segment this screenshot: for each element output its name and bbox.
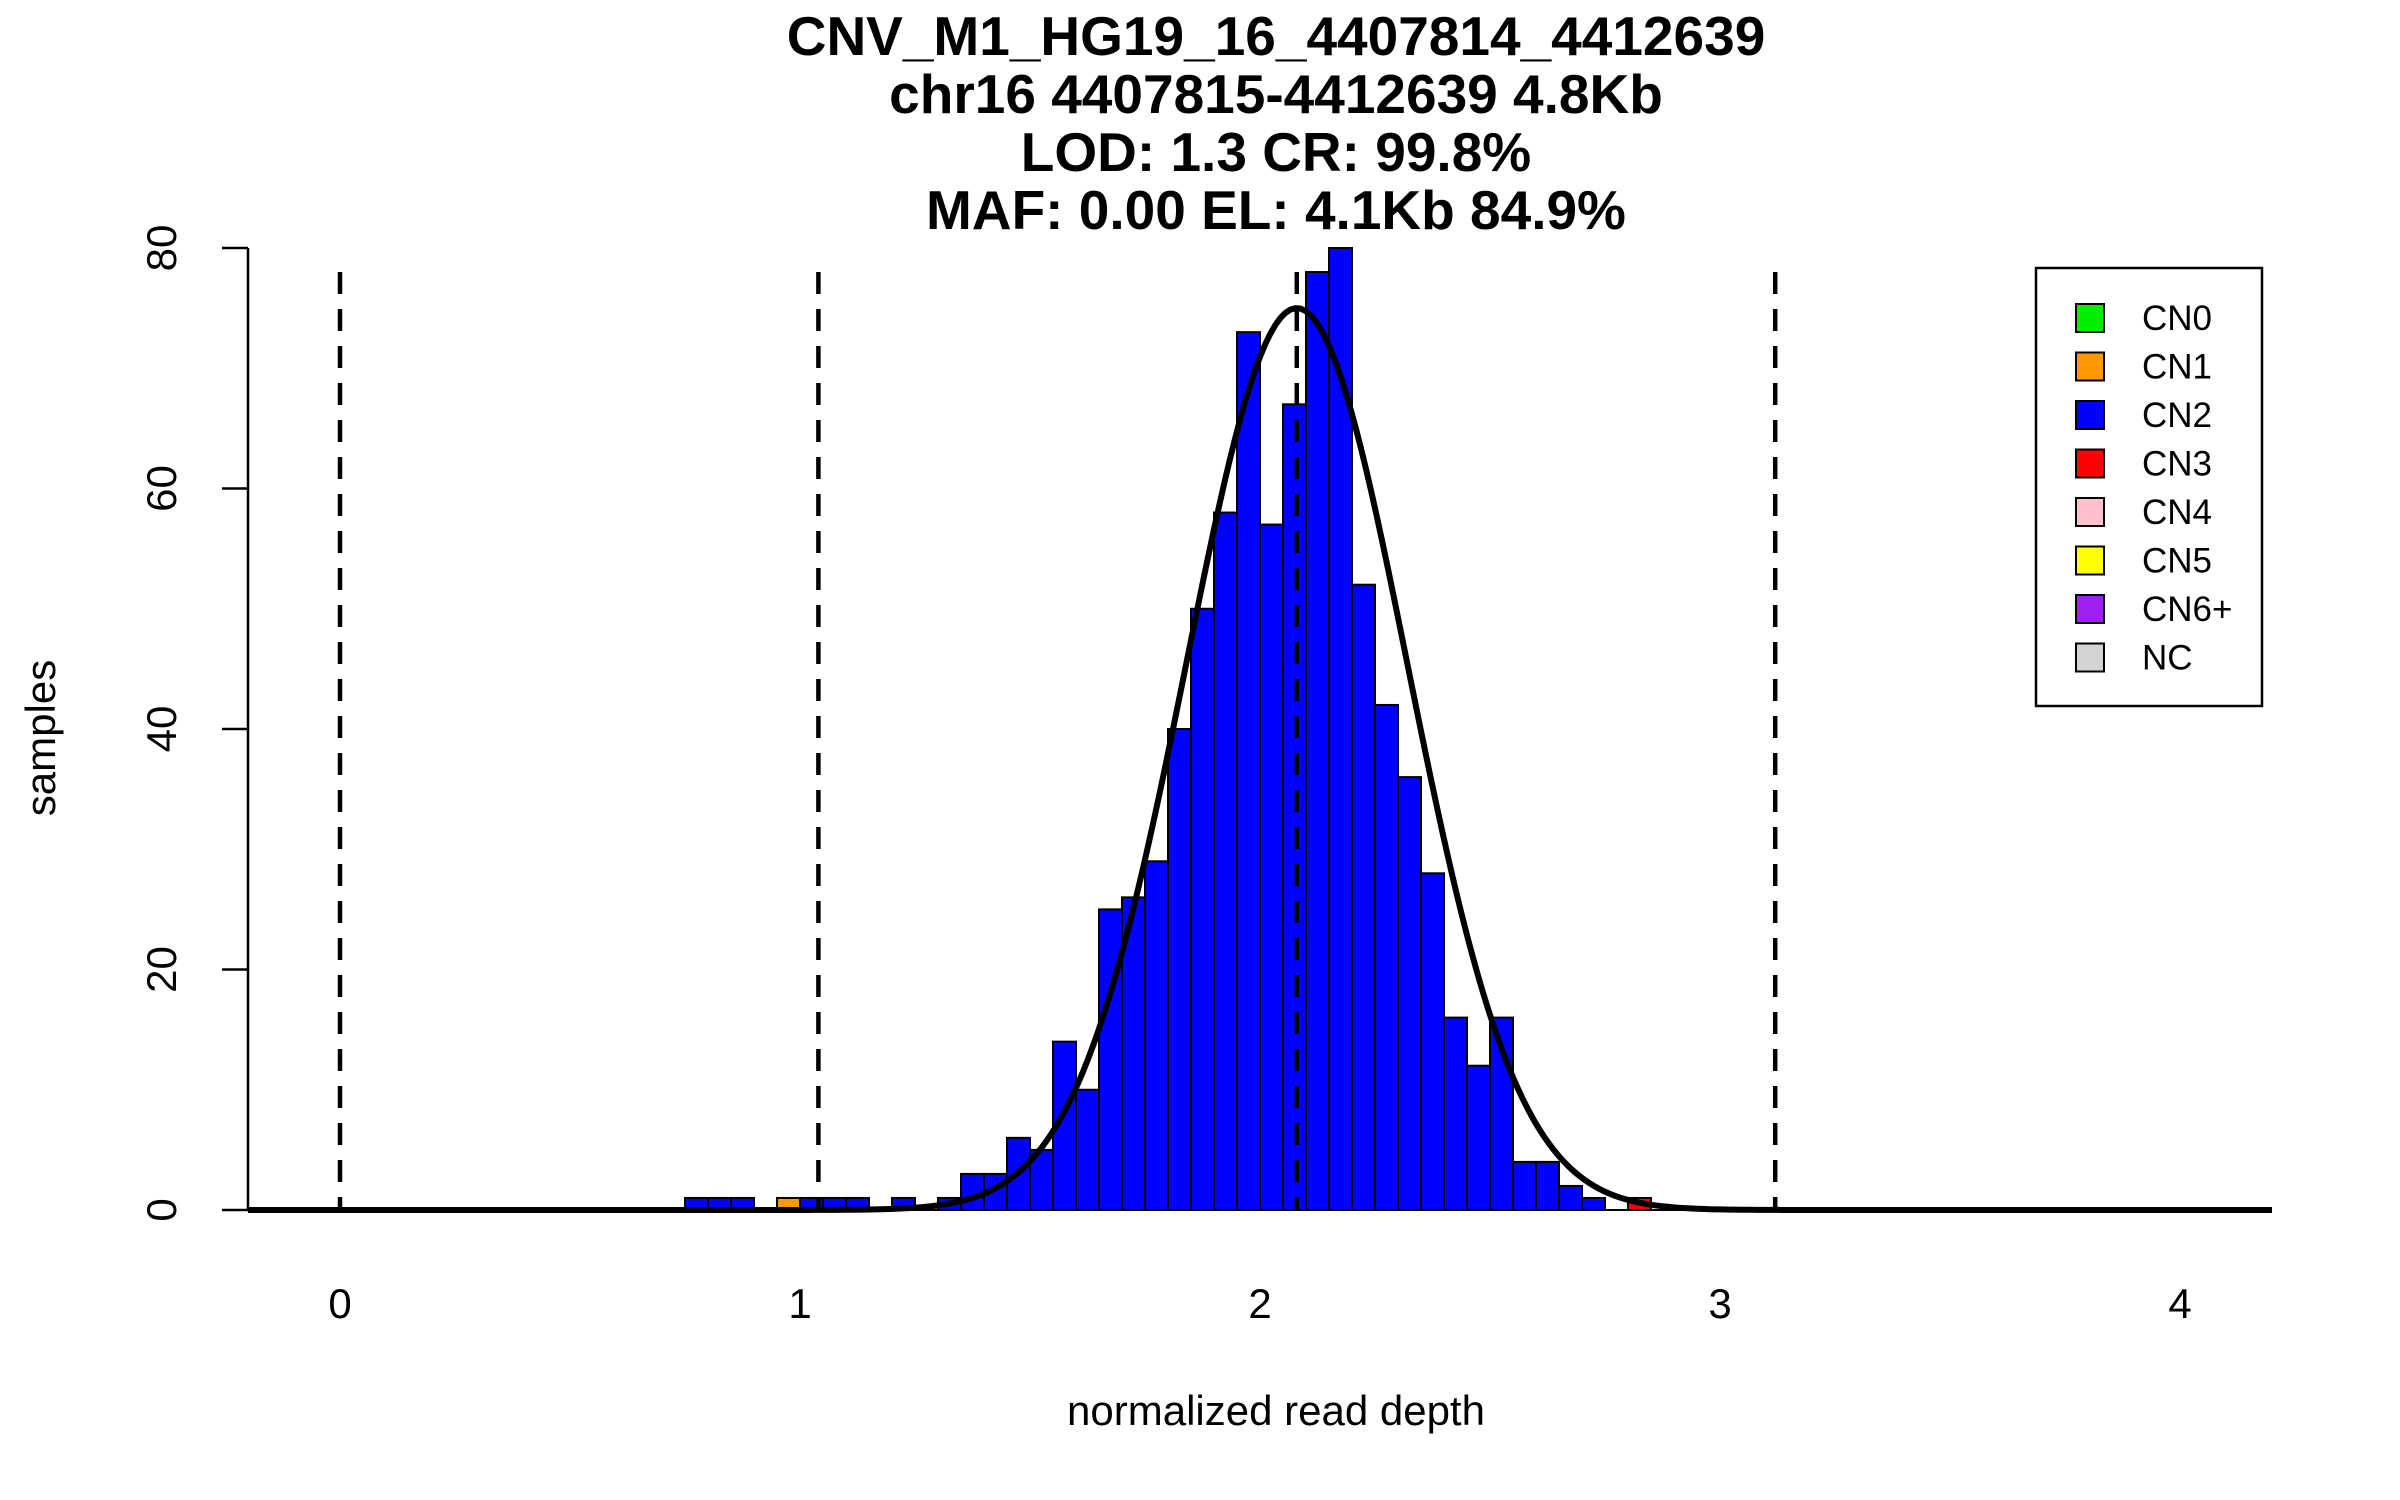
legend-swatch: [2075, 400, 2105, 430]
legend-label: CN0: [2142, 299, 2212, 338]
histogram-bar: [1535, 1160, 1560, 1212]
legend-label: CN4: [2142, 493, 2212, 532]
histogram-bar: [1144, 860, 1169, 1212]
histogram-bar: [1581, 1196, 1606, 1211]
legend-label: NC: [2142, 639, 2193, 678]
legend-swatch: [2075, 642, 2105, 673]
histogram-bar: [1443, 1016, 1468, 1211]
histogram-bar: [1466, 1064, 1491, 1211]
legend: CN0 CN1 CN2 CN3 CN4 CN5 CN6+ NC: [2034, 266, 2264, 708]
legend-swatch: [2075, 351, 2105, 382]
chart-title-line-3: LOD: 1.3 CR: 99.8%: [1021, 121, 1531, 183]
normal-fit-curve: [248, 305, 2272, 1213]
chart-title-line-2: chr16 4407815-4412639 4.8Kb: [889, 63, 1663, 125]
histogram-bar: [1167, 728, 1192, 1211]
histogram-bar: [1259, 523, 1284, 1211]
legend-swatch: [2075, 545, 2105, 576]
histogram-bar: [1512, 1160, 1537, 1212]
y-tick-label: 40: [138, 706, 185, 753]
legend-swatch: [2075, 448, 2105, 479]
legend-label: CN6+: [2142, 590, 2232, 629]
histogram-bar: [1236, 331, 1261, 1211]
x-tick-label: 4: [2168, 1280, 2191, 1327]
x-tick-label: 0: [328, 1280, 351, 1327]
histogram-bar: [1282, 403, 1307, 1211]
x-tick-label: 3: [1708, 1280, 1731, 1327]
y-tick-label: 60: [138, 465, 185, 512]
cutoff-lines: [337, 272, 1778, 1210]
y-tick-label: 0: [138, 1198, 185, 1221]
normal-fit-line: [248, 305, 2272, 1213]
legend-label: CN3: [2142, 445, 2212, 484]
chart-title-line-4: MAF: 0.00 EL: 4.1Kb 84.9%: [926, 179, 1626, 241]
histogram-bar: [1190, 607, 1215, 1211]
legend-box: [2034, 266, 2264, 708]
y-axis-label: samples: [17, 660, 64, 816]
histogram-bar: [1374, 703, 1399, 1211]
y-axis: 0 20 40 60 80: [138, 225, 250, 1222]
histogram-bar: [1420, 872, 1445, 1211]
histogram-bar: [1397, 776, 1422, 1211]
legend-label: CN2: [2142, 396, 2212, 435]
legend-swatch: [2075, 497, 2105, 527]
chart-title-line-1: CNV_M1_HG19_16_4407814_4412639: [787, 5, 1766, 67]
y-tick-label: 20: [138, 946, 185, 993]
histogram-bar: [1305, 271, 1330, 1211]
histogram-bar: [1213, 511, 1238, 1211]
histogram-bar: [1558, 1184, 1583, 1211]
x-axis: 0 1 2 3 4: [328, 1280, 2191, 1327]
histogram-bars: [684, 247, 1652, 1212]
y-tick-label: 80: [138, 225, 185, 272]
x-axis-label: normalized read depth: [1067, 1387, 1485, 1434]
legend-label: CN1: [2142, 348, 2212, 387]
legend-label: CN5: [2142, 542, 2212, 581]
histogram-bar: [1351, 583, 1376, 1211]
legend-swatch: [2075, 594, 2105, 624]
x-tick-label: 1: [788, 1280, 811, 1327]
histogram-bar: [1075, 1088, 1100, 1211]
x-tick-label: 2: [1248, 1280, 1271, 1327]
legend-swatch: [2075, 303, 2105, 333]
